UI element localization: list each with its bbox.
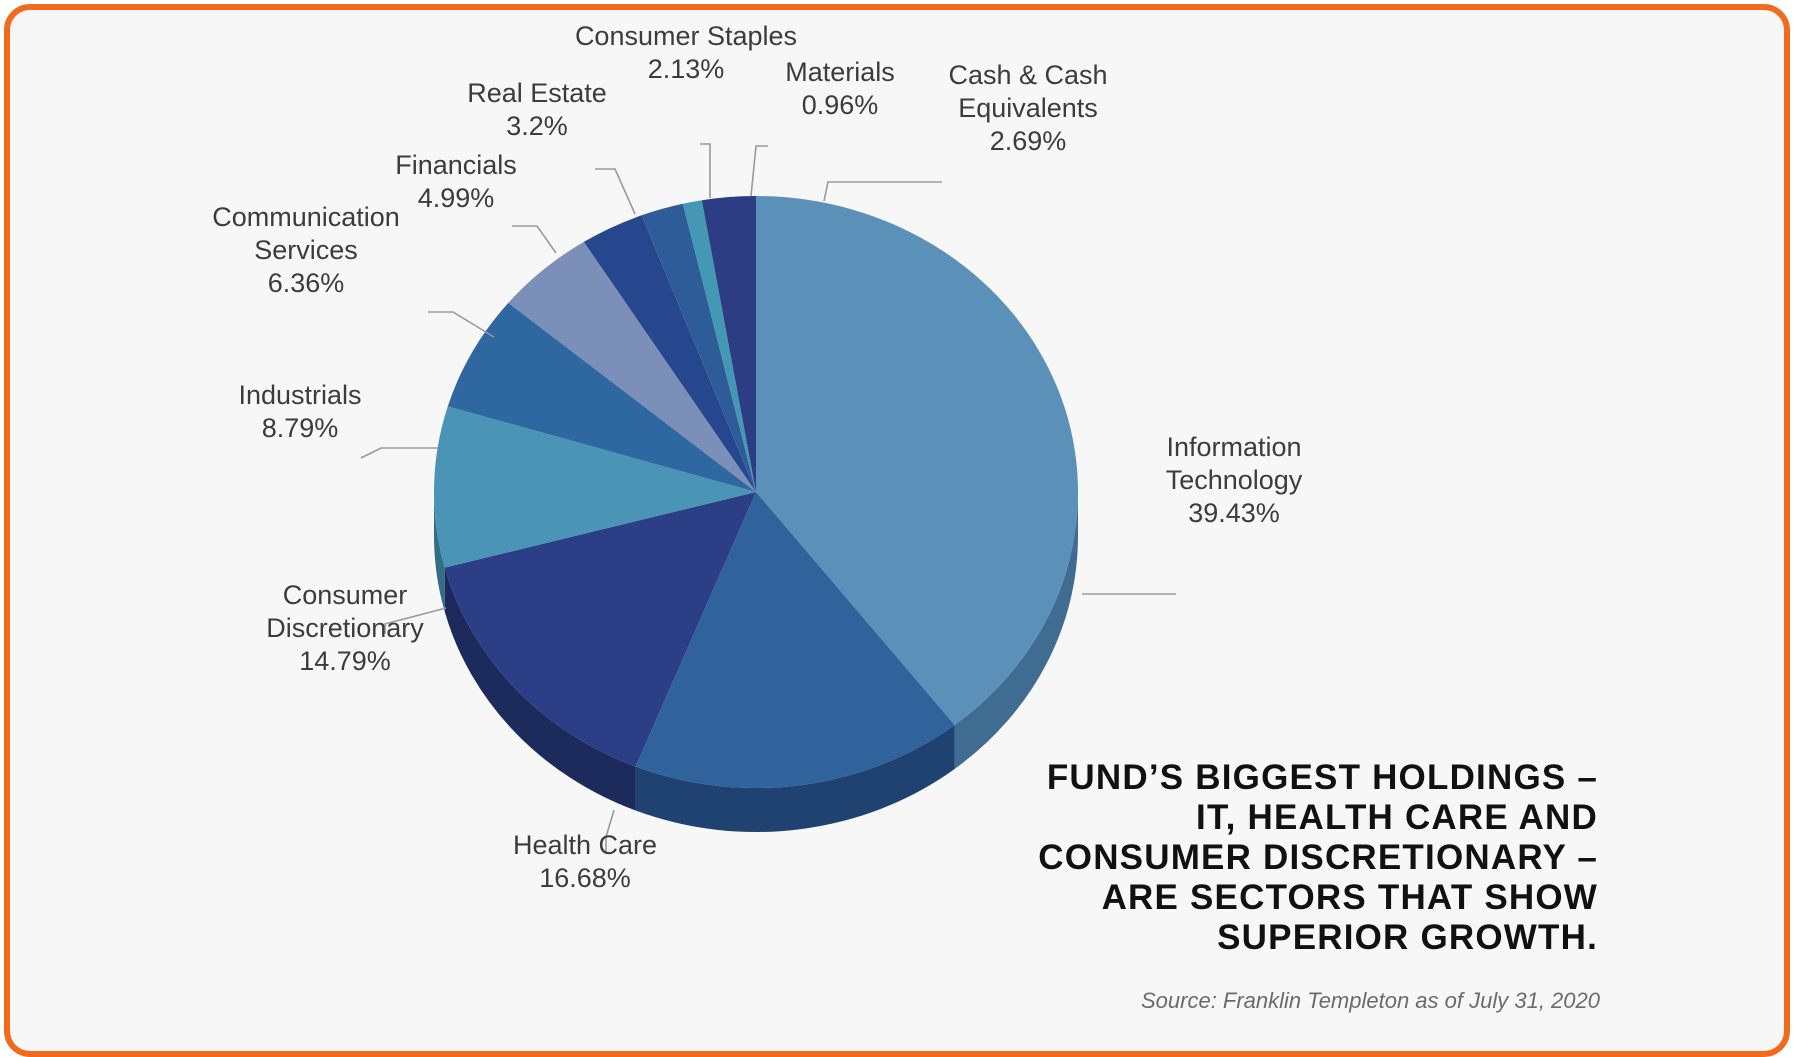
leader-line [605,809,615,852]
slice-category-label: Equivalents [958,93,1098,123]
pie-slice [756,196,1079,725]
leader-line [595,168,636,215]
pie-side-0 [954,492,1078,769]
slice-category-label: Consumer [283,580,408,610]
pie-slices [434,196,1079,788]
slice-value-label: 16.68% [539,863,631,893]
pie-slice [641,203,756,492]
leader-line [750,145,768,197]
slice-category-label: Consumer Staples [575,21,797,51]
headline-line: IT, HEALTH CARE AND [1196,798,1598,837]
pie-side-2 [444,567,636,811]
slice-category-label: Discretionary [266,613,424,643]
slice-category-label: Communication [212,202,400,232]
leader-line [823,181,942,202]
slice-category-label: Materials [785,57,895,87]
source-note: Source: Franklin Templeton as of July 31… [1140,988,1600,1013]
slice-value-label: 3.2% [506,111,568,141]
pie-depth [434,492,1078,832]
leader-line [512,225,557,254]
slice-value-label: 14.79% [299,646,391,676]
leader-lines [360,143,1176,852]
pie-slice [508,241,756,492]
leader-line [384,607,447,634]
pie-slice [701,196,756,492]
leader-line [700,143,711,198]
slice-value-label: 6.36% [268,268,345,298]
slice-category-label: Services [254,235,358,265]
headline-line: ARE SECTORS THAT SHOW [1101,878,1598,917]
leader-line [428,311,495,338]
slice-value-label: 39.43% [1188,498,1280,528]
pie-slice [447,302,756,492]
leader-line [360,447,438,459]
pie-slice [682,200,756,492]
slice-value-label: 0.96% [802,90,879,120]
slice-value-label: 4.99% [418,183,495,213]
slice-category-label: Cash & Cash [948,60,1107,90]
slice-value-label: 8.79% [262,413,339,443]
slice-category-label: Real Estate [467,78,607,108]
slice-value-label: 2.69% [990,126,1067,156]
headline-line: SUPERIOR GROWTH. [1217,918,1598,957]
pie-side-3 [434,492,445,612]
slice-category-label: Financials [395,150,517,180]
slice-category-label: Technology [1166,465,1303,495]
slice-category-label: Information [1166,432,1301,462]
slice-category-label: Industrials [238,380,361,410]
chart-frame: Information Technology 39.43% Health Care 16… [4,4,1790,1057]
pie-side-1 [635,724,955,832]
slice-category-label: Health Care [513,830,657,860]
slice-value-label: 2.13% [648,54,725,84]
pie-slice [434,406,756,568]
headline-line: CONSUMER DISCRETIONARY – [1038,838,1598,877]
headline-line: FUND’S BIGGEST HOLDINGS – [1046,758,1598,797]
headline: FUND’S BIGGEST HOLDINGS – IT, HEALTH CAR… [978,758,1598,958]
pie-slice [444,492,756,767]
pie-slice [635,492,955,788]
pie-slice [583,215,756,492]
